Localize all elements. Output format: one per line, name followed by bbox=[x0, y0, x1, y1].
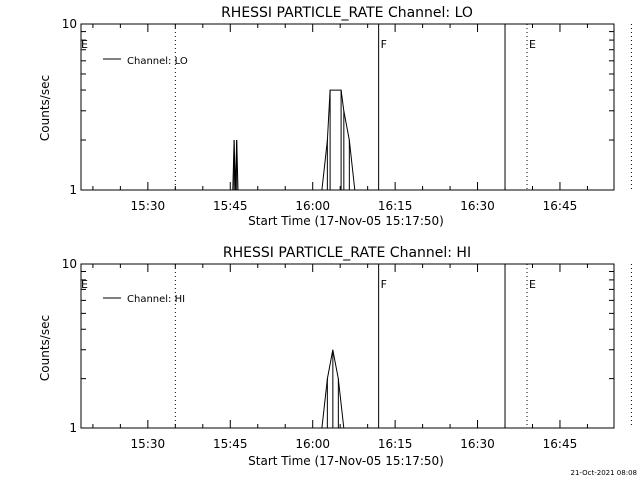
x-tick-label: 15:30 bbox=[131, 437, 166, 451]
x-tick-label: 16:45 bbox=[543, 199, 578, 213]
panel-hi: RHESSI PARTICLE_RATE Channel: HI 15:30 15… bbox=[38, 245, 632, 468]
event-marker-label: F bbox=[381, 38, 387, 51]
legend-label: Channel: HI bbox=[127, 294, 185, 305]
x-tick-label: 16:00 bbox=[295, 199, 330, 213]
x-axis-label: Start Time (17-Nov-05 15:17:50) bbox=[248, 454, 444, 468]
y-tick-label: 10 bbox=[62, 17, 77, 31]
x-tick-label: 16:15 bbox=[378, 199, 413, 213]
x-tick-label: 16:30 bbox=[460, 437, 495, 451]
panel-lo: RHESSI PARTICLE_RATE Channel: LO 15:30 15… bbox=[38, 5, 632, 228]
series-line bbox=[232, 89, 356, 191]
y-tick-label: 10 bbox=[62, 257, 77, 271]
y-axis-label: Counts/sec bbox=[38, 75, 52, 141]
chart-title: RHESSI PARTICLE_RATE Channel: HI bbox=[223, 245, 471, 261]
x-tick-label: 16:00 bbox=[295, 437, 330, 451]
edge-marker-label: E bbox=[81, 38, 88, 51]
x-tick-label: 15:30 bbox=[131, 199, 166, 213]
event-marker-label: E bbox=[529, 38, 536, 51]
x-tick-label: 15:45 bbox=[213, 437, 248, 451]
plot-frame bbox=[80, 23, 615, 191]
x-tick-label: 16:30 bbox=[460, 199, 495, 213]
plot-area: 15:30 15:45 16:00 16:15 16:30 16:45 1 10 F E bbox=[62, 17, 632, 213]
y-tick-label: 1 bbox=[69, 183, 77, 197]
y-axis-label: Counts/sec bbox=[38, 315, 52, 381]
edge-marker-label: E bbox=[81, 278, 88, 291]
event-marker-label: F bbox=[381, 278, 387, 291]
legend-label: Channel: LO bbox=[127, 56, 188, 67]
y-tick-label: 1 bbox=[69, 421, 77, 435]
footer-timestamp: 21-Oct-2021 08:08 bbox=[571, 469, 637, 477]
event-marker-label: E bbox=[529, 278, 536, 291]
x-tick-label: 16:45 bbox=[543, 437, 578, 451]
plot-frame bbox=[80, 263, 615, 429]
x-tick-label: 15:45 bbox=[213, 199, 248, 213]
plot-area: 15:30 15:45 16:00 16:15 16:30 16:45 1 10 F E bbox=[62, 257, 632, 451]
x-tick-label: 16:15 bbox=[378, 437, 413, 451]
chart-title: RHESSI PARTICLE_RATE Channel: LO bbox=[221, 5, 473, 21]
x-axis-label: Start Time (17-Nov-05 15:17:50) bbox=[248, 214, 444, 228]
